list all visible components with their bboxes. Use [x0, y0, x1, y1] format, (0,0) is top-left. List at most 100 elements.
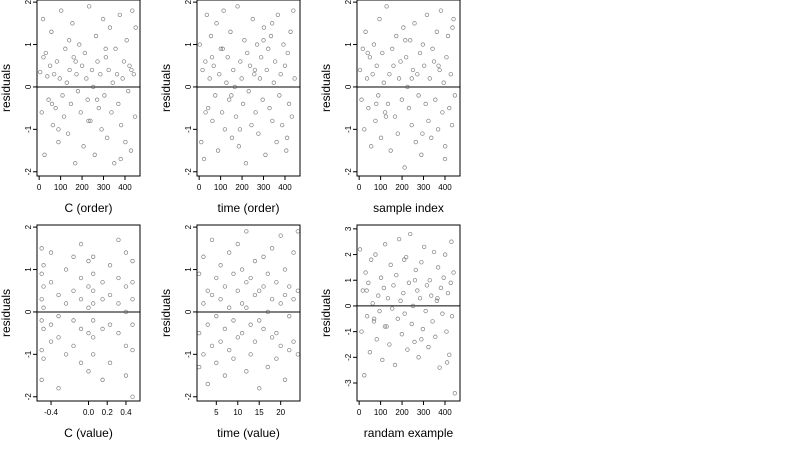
- y-tick-label: 3: [344, 226, 353, 231]
- data-point: [382, 242, 388, 247]
- data-point: [86, 369, 91, 374]
- plot-frame: [356, 0, 461, 177]
- data-point: [287, 284, 292, 289]
- data-point: [56, 386, 61, 391]
- data-point: [200, 67, 205, 73]
- data-point: [366, 105, 371, 111]
- data-point: [207, 76, 212, 81]
- data-point: [116, 101, 121, 107]
- data-point: [371, 42, 377, 47]
- data-point: [86, 118, 91, 124]
- data-point: [81, 144, 86, 149]
- data-point: [396, 236, 402, 242]
- x-tick-label: 5: [214, 408, 219, 417]
- x-tick-label: 300: [257, 183, 271, 192]
- x-tick-label: 0.2: [102, 408, 114, 417]
- data-point: [252, 258, 258, 264]
- data-point: [437, 365, 442, 370]
- data-point: [39, 318, 44, 323]
- data-point: [387, 342, 392, 347]
- data-point: [40, 16, 46, 22]
- data-point: [401, 25, 406, 30]
- data-point: [217, 72, 222, 77]
- data-point: [86, 330, 91, 336]
- data-point: [113, 46, 118, 51]
- data-point: [374, 63, 379, 68]
- data-point: [440, 311, 445, 316]
- data-point: [91, 84, 96, 90]
- data-point: [123, 373, 129, 378]
- data-point: [278, 301, 283, 306]
- data-point: [228, 29, 233, 34]
- data-point: [267, 105, 272, 111]
- data-point: [420, 326, 426, 332]
- data-point: [63, 267, 69, 272]
- data-point: [403, 55, 409, 60]
- data-point: [403, 38, 408, 43]
- data-point: [271, 80, 276, 85]
- data-point: [98, 72, 103, 77]
- data-point: [357, 247, 363, 252]
- data-point: [201, 301, 206, 306]
- data-point: [364, 76, 370, 81]
- data-point: [43, 50, 48, 56]
- data-point: [394, 33, 399, 39]
- data-point: [435, 296, 440, 301]
- data-point: [278, 72, 283, 77]
- x-axis-label: sample index: [373, 201, 444, 215]
- data-point: [291, 250, 296, 255]
- data-point: [438, 285, 444, 291]
- panel-c-order: C (order) residuals 0 100 200 300 400 -2 -1 0 1 2: [0, 0, 141, 215]
- data-point: [39, 271, 44, 276]
- data-point: [392, 362, 398, 368]
- data-point: [238, 59, 243, 64]
- data-point: [56, 127, 61, 132]
- data-point: [440, 110, 445, 115]
- data-point: [236, 144, 241, 149]
- data-point: [422, 244, 427, 249]
- panel-c-value: C (value) residuals -0.4 0.0 0.2 0.4 -2 -1 0 1 2: [0, 224, 141, 440]
- data-point: [86, 305, 91, 310]
- data-point: [362, 373, 367, 378]
- x-tick-label: 100: [374, 183, 388, 192]
- data-point: [92, 152, 97, 157]
- data-point: [116, 237, 121, 242]
- data-point: [231, 271, 236, 276]
- data-point: [197, 42, 202, 47]
- data-point: [247, 63, 253, 68]
- data-point: [209, 292, 215, 298]
- data-point: [103, 55, 109, 60]
- data-point: [215, 148, 221, 153]
- data-point: [121, 59, 127, 64]
- data-point: [206, 105, 211, 111]
- data-point: [420, 131, 425, 136]
- data-point: [364, 314, 370, 319]
- y-tick-label: -2: [344, 353, 353, 361]
- data-point: [360, 46, 365, 51]
- data-point: [86, 284, 91, 289]
- data-point: [123, 309, 129, 315]
- data-point: [413, 267, 418, 273]
- data-point: [237, 127, 243, 132]
- data-point: [73, 161, 78, 166]
- y-tick-label: 1: [344, 42, 353, 47]
- data-point: [132, 114, 138, 119]
- x-tick-label: 20: [276, 408, 285, 417]
- data-point: [399, 97, 404, 102]
- data-point: [39, 377, 44, 382]
- data-point: [257, 318, 262, 323]
- data-point: [263, 152, 268, 157]
- data-point: [112, 161, 117, 166]
- data-point: [286, 101, 292, 107]
- data-point: [49, 101, 55, 107]
- data-point: [259, 55, 264, 60]
- data-point: [390, 306, 395, 311]
- data-point: [248, 275, 253, 281]
- data-point: [131, 72, 136, 77]
- data-point: [372, 316, 377, 321]
- data-point: [60, 93, 65, 98]
- data-point: [71, 288, 76, 293]
- data-point: [264, 67, 269, 73]
- data-point: [371, 319, 377, 324]
- data-point: [402, 311, 407, 316]
